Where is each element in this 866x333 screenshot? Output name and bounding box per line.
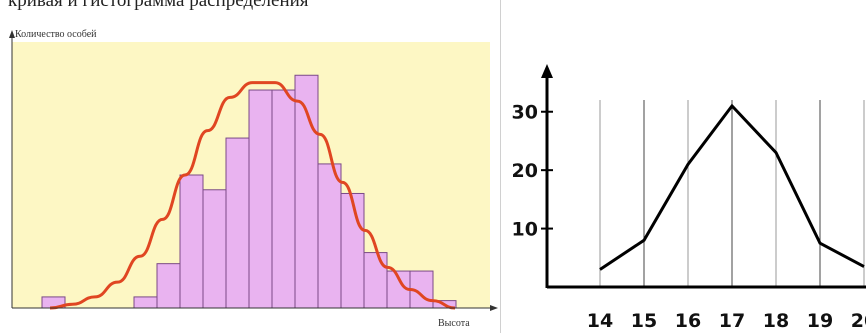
polygon-y-ticks: 10 20 30	[512, 102, 553, 241]
histogram-x-label: Высота	[438, 318, 470, 329]
panel-divider	[500, 0, 501, 333]
polygon-chart: 10 20 30 14 15 16 17 18 19 20	[512, 64, 866, 332]
histogram-bar	[133, 296, 158, 309]
polygon-x-label: 20	[851, 310, 866, 332]
polygon-y-tick-label: 10	[512, 219, 538, 241]
top-caption: кривая и гистограмма распределения	[8, 0, 309, 11]
frequency-polygon-line	[599, 103, 865, 271]
histogram-bar	[271, 89, 296, 309]
histogram-bars	[41, 74, 457, 309]
histogram-bar	[156, 263, 181, 309]
histogram-bar	[340, 192, 365, 309]
histogram-bar	[225, 137, 250, 309]
normal-curve	[49, 81, 456, 310]
polygon-x-label: 17	[719, 310, 745, 332]
polygon-x-label: 14	[587, 310, 613, 332]
polygon-x-label: 16	[675, 310, 701, 332]
polygon-grid	[599, 100, 865, 287]
histogram-bar	[317, 163, 342, 309]
histogram-x-axis-arrow	[490, 305, 498, 311]
polygon-x-label: 18	[763, 310, 789, 332]
histogram-bar	[202, 189, 227, 309]
polygon-y-axis-arrow	[541, 64, 553, 78]
polygon-x-labels: 14 15 16 17 18 19 20	[587, 310, 866, 332]
polygon-x-label: 15	[631, 310, 657, 332]
histogram-bar	[179, 174, 204, 309]
polygon-x-label: 19	[807, 310, 833, 332]
polygon-y-tick-label: 20	[512, 160, 538, 182]
histogram-bar	[363, 252, 388, 309]
histogram-y-label: Количество особей	[15, 29, 97, 40]
histogram-bar	[248, 89, 273, 309]
histogram-chart: Количество особей Высота	[9, 29, 498, 329]
polygon-y-tick-label: 30	[512, 102, 538, 124]
histogram-y-axis-arrow	[9, 30, 15, 38]
